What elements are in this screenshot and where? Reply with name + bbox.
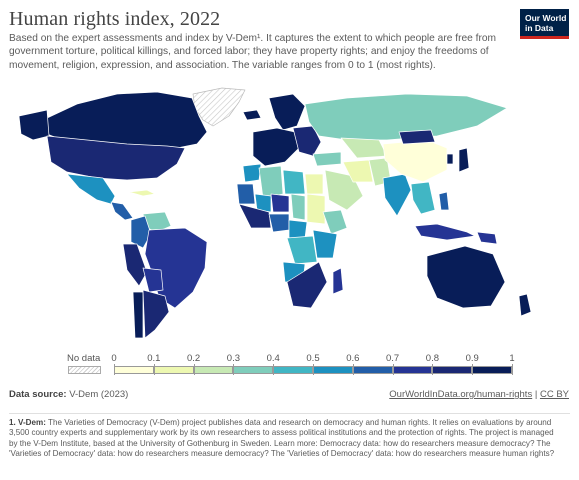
region-papua-new-guinea[interactable] [476,231,498,245]
legend-tick [512,364,513,375]
region-alaska[interactable] [18,109,50,141]
region-south-korea[interactable] [446,153,454,165]
region-mauritania[interactable] [236,183,256,205]
footnote-text: The Varieties of Democracy (V-Dem) proje… [9,418,555,458]
region-algeria[interactable] [258,165,284,199]
legend-tick-label: 0.6 [346,353,360,364]
region-central-africa[interactable] [288,219,308,239]
region-central-asia[interactable] [340,137,388,159]
legend-tick-label: 0.4 [266,353,280,364]
legend-tick-label: 0.2 [186,353,201,364]
region-east-africa[interactable] [312,229,338,259]
region-bolivia[interactable] [142,267,164,293]
region-mali[interactable] [254,193,272,213]
region-japan[interactable] [458,147,470,173]
region-peru[interactable] [122,243,148,287]
legend-bin[interactable] [233,366,274,374]
region-morocco[interactable] [242,163,262,183]
region-iran[interactable] [342,159,374,183]
legend-tick-label: 0.5 [306,353,320,364]
region-australia[interactable] [426,245,506,309]
region-niger[interactable] [270,193,290,213]
region-mexico[interactable] [66,173,116,205]
legend-tick-label: 0.9 [465,353,479,364]
legend-tick [193,364,195,375]
legend-tick [472,364,474,375]
legend-tick-label: 1 [509,353,515,364]
region-ethiopia[interactable] [322,209,348,235]
logo-line-1: Our World [525,13,567,23]
region-turkey[interactable] [312,151,342,167]
license-link[interactable]: CC BY [539,389,569,400]
owid-logo[interactable]: Our World in Data [520,9,569,39]
region-egypt[interactable] [304,173,324,195]
legend-bin[interactable] [392,366,433,374]
region-india[interactable] [382,173,412,217]
legend-tick-label: 0.1 [147,353,161,364]
map-legend: No data 0 0.1 0.2 0.3 0.4 0.5 0.6 0.7 0.8 0.9 1 [64,351,564,377]
region-cuba[interactable] [128,189,156,197]
legend-tick [432,364,434,375]
region-madagascar[interactable] [332,267,344,295]
region-central-america[interactable] [110,201,134,221]
credit-separator: | [532,389,540,400]
legend-tick [313,364,314,375]
region-mongolia[interactable] [398,129,436,145]
credit-line: OurWorldInData.org/human-rights | CC BY [389,389,569,400]
legend-tick [153,364,155,375]
legend-tick-label: 0 [111,353,117,364]
region-southeast-asia[interactable] [410,181,436,215]
region-chile[interactable] [132,291,144,339]
region-sudan[interactable] [306,193,326,225]
region-libya[interactable] [282,169,306,195]
legend-tick [273,364,275,375]
legend-bin[interactable] [352,366,393,374]
region-united-states[interactable] [46,135,186,181]
region-western-europe[interactable] [252,127,300,167]
region-eastern-europe[interactable] [292,125,322,157]
region-west-africa[interactable] [238,203,272,229]
footnote: 1. V-Dem: The Varieties of Democracy (V-… [9,418,564,459]
region-indonesia[interactable] [414,223,476,241]
data-source-text: V-Dem (2023) [69,389,129,400]
data-source-label: Data source: [9,389,67,400]
divider [9,413,570,414]
region-philippines[interactable] [438,191,450,211]
region-chad[interactable] [290,193,306,221]
legend-tick [392,364,394,375]
footnote-label: 1. V-Dem: [9,418,46,427]
legend-tick-label: 0.3 [226,353,240,364]
legend-bin[interactable] [313,366,353,374]
chart-title: Human rights index, 2022 [9,8,221,30]
legend-bin[interactable] [193,366,234,374]
world-map[interactable] [7,86,567,344]
legend-tick-label: 0.7 [385,353,400,364]
logo-line-2: in Data [525,23,554,33]
owid-link[interactable]: OurWorldInData.org/human-rights [389,389,533,400]
legend-no-data-swatch[interactable] [68,366,101,374]
region-russia[interactable] [304,93,508,141]
region-scandinavia[interactable] [268,93,306,131]
legend-bin[interactable] [432,366,473,374]
legend-tick [233,364,235,375]
legend-tick-label: 0.8 [425,353,439,364]
legend-bin[interactable] [472,366,512,374]
chart-subtitle: Based on the expert assessments and inde… [9,33,496,71]
legend-tick [352,364,354,375]
legend-bin[interactable] [273,366,313,374]
region-nigeria[interactable] [268,213,290,233]
region-dr-congo[interactable] [286,235,318,265]
region-china[interactable] [382,139,448,183]
legend-tick [114,364,115,375]
data-source: Data source: V-Dem (2023) [9,389,128,400]
legend-bin[interactable] [153,366,194,374]
region-argentina[interactable] [142,289,170,339]
region-iceland[interactable] [242,109,262,121]
region-southern-africa[interactable] [286,261,328,309]
legend-bin[interactable] [114,366,154,374]
legend-no-data-label: No data [67,353,101,364]
region-new-zealand[interactable] [518,293,532,317]
